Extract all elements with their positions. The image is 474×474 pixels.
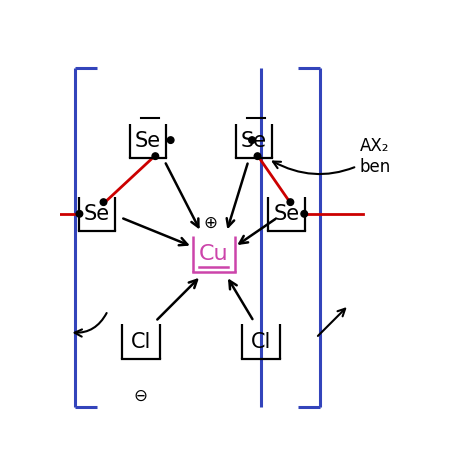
Text: ⊖: ⊖ — [134, 387, 148, 405]
Circle shape — [254, 153, 261, 159]
Circle shape — [76, 210, 82, 217]
Text: ⊕: ⊕ — [203, 214, 217, 232]
Circle shape — [100, 199, 107, 205]
Text: Se: Se — [135, 131, 161, 151]
Text: Cl: Cl — [130, 332, 151, 352]
Text: Se: Se — [241, 131, 267, 151]
Circle shape — [152, 153, 159, 159]
Circle shape — [287, 199, 294, 205]
Text: Se: Se — [273, 204, 300, 224]
Circle shape — [301, 210, 308, 217]
Circle shape — [167, 137, 174, 143]
Circle shape — [249, 137, 255, 143]
Text: AX₂
ben: AX₂ ben — [273, 137, 391, 176]
Text: Cl: Cl — [251, 332, 271, 352]
Text: Se: Se — [84, 204, 110, 224]
Text: Cu: Cu — [199, 244, 228, 264]
